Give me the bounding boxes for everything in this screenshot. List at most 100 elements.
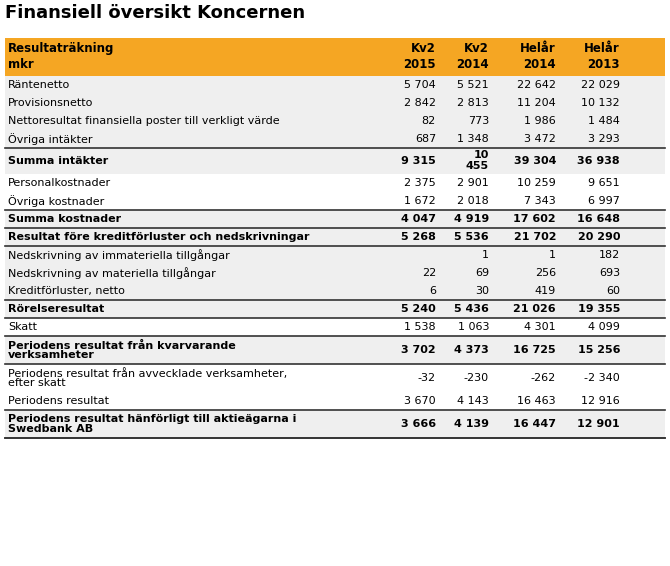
Text: 12 901: 12 901 <box>578 419 620 429</box>
Text: 5 521: 5 521 <box>458 80 489 90</box>
Text: 4 143: 4 143 <box>457 396 489 406</box>
Text: mkr: mkr <box>8 58 34 71</box>
Text: 16 447: 16 447 <box>513 419 556 429</box>
Text: 1 484: 1 484 <box>588 116 620 126</box>
Bar <box>5 300 665 318</box>
Text: 5 268: 5 268 <box>401 232 436 242</box>
Bar <box>5 148 665 174</box>
Bar <box>5 364 665 392</box>
Text: 2 018: 2 018 <box>457 196 489 206</box>
Text: 3 666: 3 666 <box>401 419 436 429</box>
Text: Provisionsnetto: Provisionsnetto <box>8 98 93 108</box>
Text: 16 648: 16 648 <box>577 214 620 224</box>
Text: 4 047: 4 047 <box>401 214 436 224</box>
Text: 5 704: 5 704 <box>404 80 436 90</box>
Text: 21 702: 21 702 <box>513 232 556 242</box>
Text: 4 919: 4 919 <box>454 214 489 224</box>
Text: 21 026: 21 026 <box>513 304 556 314</box>
Text: 60: 60 <box>606 286 620 296</box>
Text: Kreditförluster, netto: Kreditförluster, netto <box>8 286 125 296</box>
Text: Personalkostnader: Personalkostnader <box>8 178 111 188</box>
Bar <box>5 192 665 210</box>
Text: 2014: 2014 <box>523 58 556 71</box>
Text: -32: -32 <box>418 373 436 383</box>
Text: 22: 22 <box>421 268 436 278</box>
Text: 693: 693 <box>599 268 620 278</box>
Text: Räntenetto: Räntenetto <box>8 80 70 90</box>
Text: Resultat före kreditförluster och nedskrivningar: Resultat före kreditförluster och nedskr… <box>8 232 310 242</box>
Text: 16 725: 16 725 <box>513 345 556 355</box>
Text: 1 986: 1 986 <box>524 116 556 126</box>
Text: 256: 256 <box>535 268 556 278</box>
Text: 687: 687 <box>415 134 436 144</box>
Bar <box>5 76 665 94</box>
Text: Nedskrivning av immateriella tillgångar: Nedskrivning av immateriella tillgångar <box>8 249 230 261</box>
Bar <box>5 246 665 264</box>
Text: 30: 30 <box>475 286 489 296</box>
Text: 2015: 2015 <box>403 58 436 71</box>
Text: 82: 82 <box>421 116 436 126</box>
Text: 4 139: 4 139 <box>454 419 489 429</box>
Text: 419: 419 <box>535 286 556 296</box>
Text: verksamheter: verksamheter <box>8 349 95 359</box>
Text: Kv2: Kv2 <box>411 42 436 55</box>
Text: 22 642: 22 642 <box>517 80 556 90</box>
Text: Helår: Helår <box>584 42 620 55</box>
Text: Periodens resultat från kvarvarande: Periodens resultat från kvarvarande <box>8 341 236 350</box>
Text: 1: 1 <box>549 250 556 260</box>
Text: Swedbank AB: Swedbank AB <box>8 423 93 434</box>
Text: Övriga intäkter: Övriga intäkter <box>8 133 92 145</box>
Bar <box>5 410 665 438</box>
Text: 11 204: 11 204 <box>517 98 556 108</box>
Text: 455: 455 <box>466 161 489 171</box>
Text: 12 916: 12 916 <box>582 396 620 406</box>
Text: 17 602: 17 602 <box>513 214 556 224</box>
Text: 22 029: 22 029 <box>581 80 620 90</box>
Text: 1 063: 1 063 <box>458 322 489 332</box>
Text: 4 373: 4 373 <box>454 345 489 355</box>
Text: 2 375: 2 375 <box>404 178 436 188</box>
Text: 4 301: 4 301 <box>525 322 556 332</box>
Text: Övriga kostnader: Övriga kostnader <box>8 195 105 207</box>
Bar <box>5 318 665 336</box>
Text: 2014: 2014 <box>456 58 489 71</box>
Text: 20 290: 20 290 <box>578 232 620 242</box>
Text: 3 293: 3 293 <box>588 134 620 144</box>
Bar <box>5 392 665 410</box>
Text: Rörelseresultat: Rörelseresultat <box>8 304 105 314</box>
Text: 10 259: 10 259 <box>517 178 556 188</box>
Text: 4 099: 4 099 <box>588 322 620 332</box>
Text: 10 132: 10 132 <box>582 98 620 108</box>
Bar <box>5 336 665 364</box>
Text: 1: 1 <box>482 250 489 260</box>
Text: 2 901: 2 901 <box>457 178 489 188</box>
Text: 39 304: 39 304 <box>513 156 556 166</box>
Bar <box>5 94 665 112</box>
Text: Summa kostnader: Summa kostnader <box>8 214 121 224</box>
Text: 2 842: 2 842 <box>404 98 436 108</box>
Text: Nettoresultat finansiella poster till verkligt värde: Nettoresultat finansiella poster till ve… <box>8 116 279 126</box>
Text: 2013: 2013 <box>588 58 620 71</box>
Text: Kv2: Kv2 <box>464 42 489 55</box>
Text: 1 672: 1 672 <box>404 196 436 206</box>
Bar <box>5 174 665 192</box>
Bar <box>5 210 665 228</box>
Text: Summa intäkter: Summa intäkter <box>8 156 109 166</box>
Bar <box>5 112 665 130</box>
Text: Skatt: Skatt <box>8 322 37 332</box>
Text: Periodens resultat från avvecklade verksamheter,: Periodens resultat från avvecklade verks… <box>8 368 287 379</box>
Bar <box>5 38 665 76</box>
Text: 7 343: 7 343 <box>524 196 556 206</box>
Bar <box>5 228 665 246</box>
Text: Nedskrivning av materiella tillgångar: Nedskrivning av materiella tillgångar <box>8 267 216 279</box>
Text: -230: -230 <box>464 373 489 383</box>
Text: 69: 69 <box>475 268 489 278</box>
Text: 3 702: 3 702 <box>401 345 436 355</box>
Bar <box>5 130 665 148</box>
Text: 773: 773 <box>468 116 489 126</box>
Text: 3 670: 3 670 <box>405 396 436 406</box>
Text: 182: 182 <box>599 250 620 260</box>
Text: 1 538: 1 538 <box>405 322 436 332</box>
Text: 6 997: 6 997 <box>588 196 620 206</box>
Bar <box>5 282 665 300</box>
